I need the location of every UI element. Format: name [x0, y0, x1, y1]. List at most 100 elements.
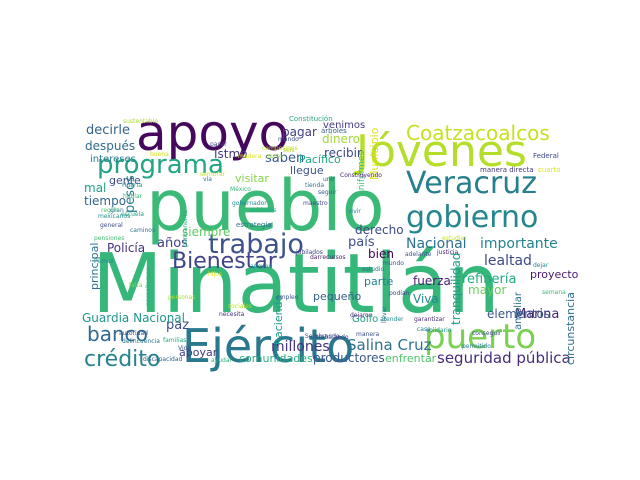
word-madera: madera	[238, 153, 261, 160]
word-jovenes: Jóvenes	[353, 126, 527, 177]
word-puerto: puerto	[424, 317, 536, 357]
word-apoyar: apoyar	[179, 346, 218, 359]
word-viva: Viva	[413, 292, 439, 306]
word-proyecto: proyecto	[530, 268, 579, 281]
word-gobernador: gobernador	[232, 200, 267, 207]
word-nacional: Nacional	[406, 236, 467, 252]
cloud-background	[80, 113, 560, 369]
word-atender: atender	[380, 316, 404, 323]
word-canto: canto	[266, 153, 283, 160]
word-pacifico: Pacífico	[299, 153, 341, 166]
word-solidario: solidario	[426, 327, 452, 334]
word-delincuencia: delincuencia	[122, 338, 160, 345]
word-credito: crédito	[84, 347, 160, 372]
word-arboles: árboles	[321, 127, 347, 135]
word-unir: unir	[323, 176, 335, 183]
word-permanente: permanente	[182, 210, 189, 247]
word-necesitamos: necesitamos	[145, 268, 152, 306]
word-bien: bien	[368, 247, 394, 261]
word-maestro: maestro	[303, 200, 328, 207]
word-gran: gran	[110, 207, 124, 214]
word-productores: productores	[313, 351, 385, 365]
word-tiempo: tiempo	[84, 194, 126, 208]
word-manera: manera	[356, 331, 379, 338]
word-apoyo: apoyo	[136, 104, 289, 162]
word-pequeno: pequeño	[313, 290, 361, 303]
word-banco: banco	[87, 322, 148, 346]
word-federal: Federal	[533, 152, 559, 160]
word-decirle: decirle	[86, 123, 130, 138]
word-autoridad: autoridad	[119, 330, 148, 337]
word-venimos: venimos	[323, 120, 365, 131]
word-mexico: México	[230, 186, 251, 193]
word-region: región	[101, 207, 120, 214]
word-sembrando: Sembrando	[305, 333, 340, 340]
word-circunstancia: circunstancia	[564, 292, 577, 365]
word-via: vía	[203, 176, 212, 183]
word-municipio: Municipio	[368, 127, 381, 180]
word-ampliar: ampliar	[513, 291, 524, 330]
word-mando: mando	[278, 136, 299, 143]
word-tranquilidad: tranquilidad	[449, 253, 463, 325]
word-dinero: dinero	[322, 132, 360, 146]
word-caminos: caminos	[130, 227, 155, 234]
word-vivir: vivir	[348, 208, 361, 215]
word-tienda: tienda	[305, 182, 324, 189]
word-sustentable: sustentable	[123, 118, 158, 125]
word-semana: semana	[542, 289, 566, 296]
word-uniformes: uniformes	[357, 151, 367, 196]
word-jubilados: jubilados	[295, 249, 323, 256]
word-marina: Marina	[515, 307, 559, 322]
word-pueblo: pueblo	[146, 165, 385, 247]
word-falta: falta	[129, 282, 143, 289]
word-apoyos: apoyos	[250, 263, 272, 270]
word-campesinos: campesinos	[262, 145, 298, 152]
word-importante: importante	[480, 236, 558, 252]
word-millones: millones	[271, 339, 330, 355]
word-adelante: adelante	[405, 251, 432, 258]
word-mexicanos: mexicanos	[98, 213, 130, 220]
word-refineria: refinería	[462, 272, 516, 287]
word-mal: mal	[84, 181, 106, 195]
word-haciendo: haciendo	[272, 294, 285, 345]
word-estrategia: estrategia	[236, 221, 272, 229]
word-estudio: estudio	[362, 266, 384, 273]
word-principal: principal	[88, 243, 101, 290]
word-anos: años	[157, 236, 188, 251]
word-pais: país	[348, 235, 375, 250]
word-empleo: empleo	[276, 294, 299, 301]
word-llegue: llegue	[290, 164, 324, 177]
word-general: general	[100, 222, 123, 229]
word-derecho: derecho	[355, 223, 404, 237]
word-garantizar: garantizar	[414, 316, 445, 323]
word-soldados: soldados	[250, 207, 277, 214]
word-recibir: recibir	[324, 146, 362, 160]
word-pensiones: pensiones	[94, 235, 124, 242]
word-escuela: escuela	[121, 211, 144, 218]
word-conseguir: conseguir	[472, 330, 502, 337]
word-bienestar: Bienestar	[172, 249, 278, 274]
word-hablar: hablar	[123, 193, 143, 200]
word-trabajando: trabajando	[316, 334, 349, 341]
word-pasar: pasar	[210, 141, 227, 148]
word-pagar: pagar	[282, 125, 317, 139]
word-vida: Vida	[178, 345, 191, 352]
word-constitucion: Constitución	[289, 115, 333, 123]
word-pesos: pesos	[123, 175, 138, 213]
word-discapacidad: discapacidad	[143, 356, 183, 363]
word-minatitlan: Minatitlán	[92, 237, 500, 332]
word-recursos: recursos	[320, 254, 346, 261]
word-lealtad: lealtad	[484, 253, 532, 269]
word-llevar: llevar	[381, 306, 388, 323]
word-gente: gente	[109, 174, 141, 187]
word-istmo: Istmo	[214, 147, 248, 161]
word-parte: parte	[364, 275, 394, 288]
word-buena: buena	[150, 151, 169, 158]
word-sembrar: sembrar	[200, 171, 226, 178]
word-justicia: justicia	[436, 249, 459, 256]
word-ayudar: ayudar	[211, 357, 233, 364]
word-dejaron: dejaron	[350, 312, 373, 319]
word-necesita: necesita	[219, 311, 245, 318]
word-mundo: mundo	[383, 260, 404, 267]
